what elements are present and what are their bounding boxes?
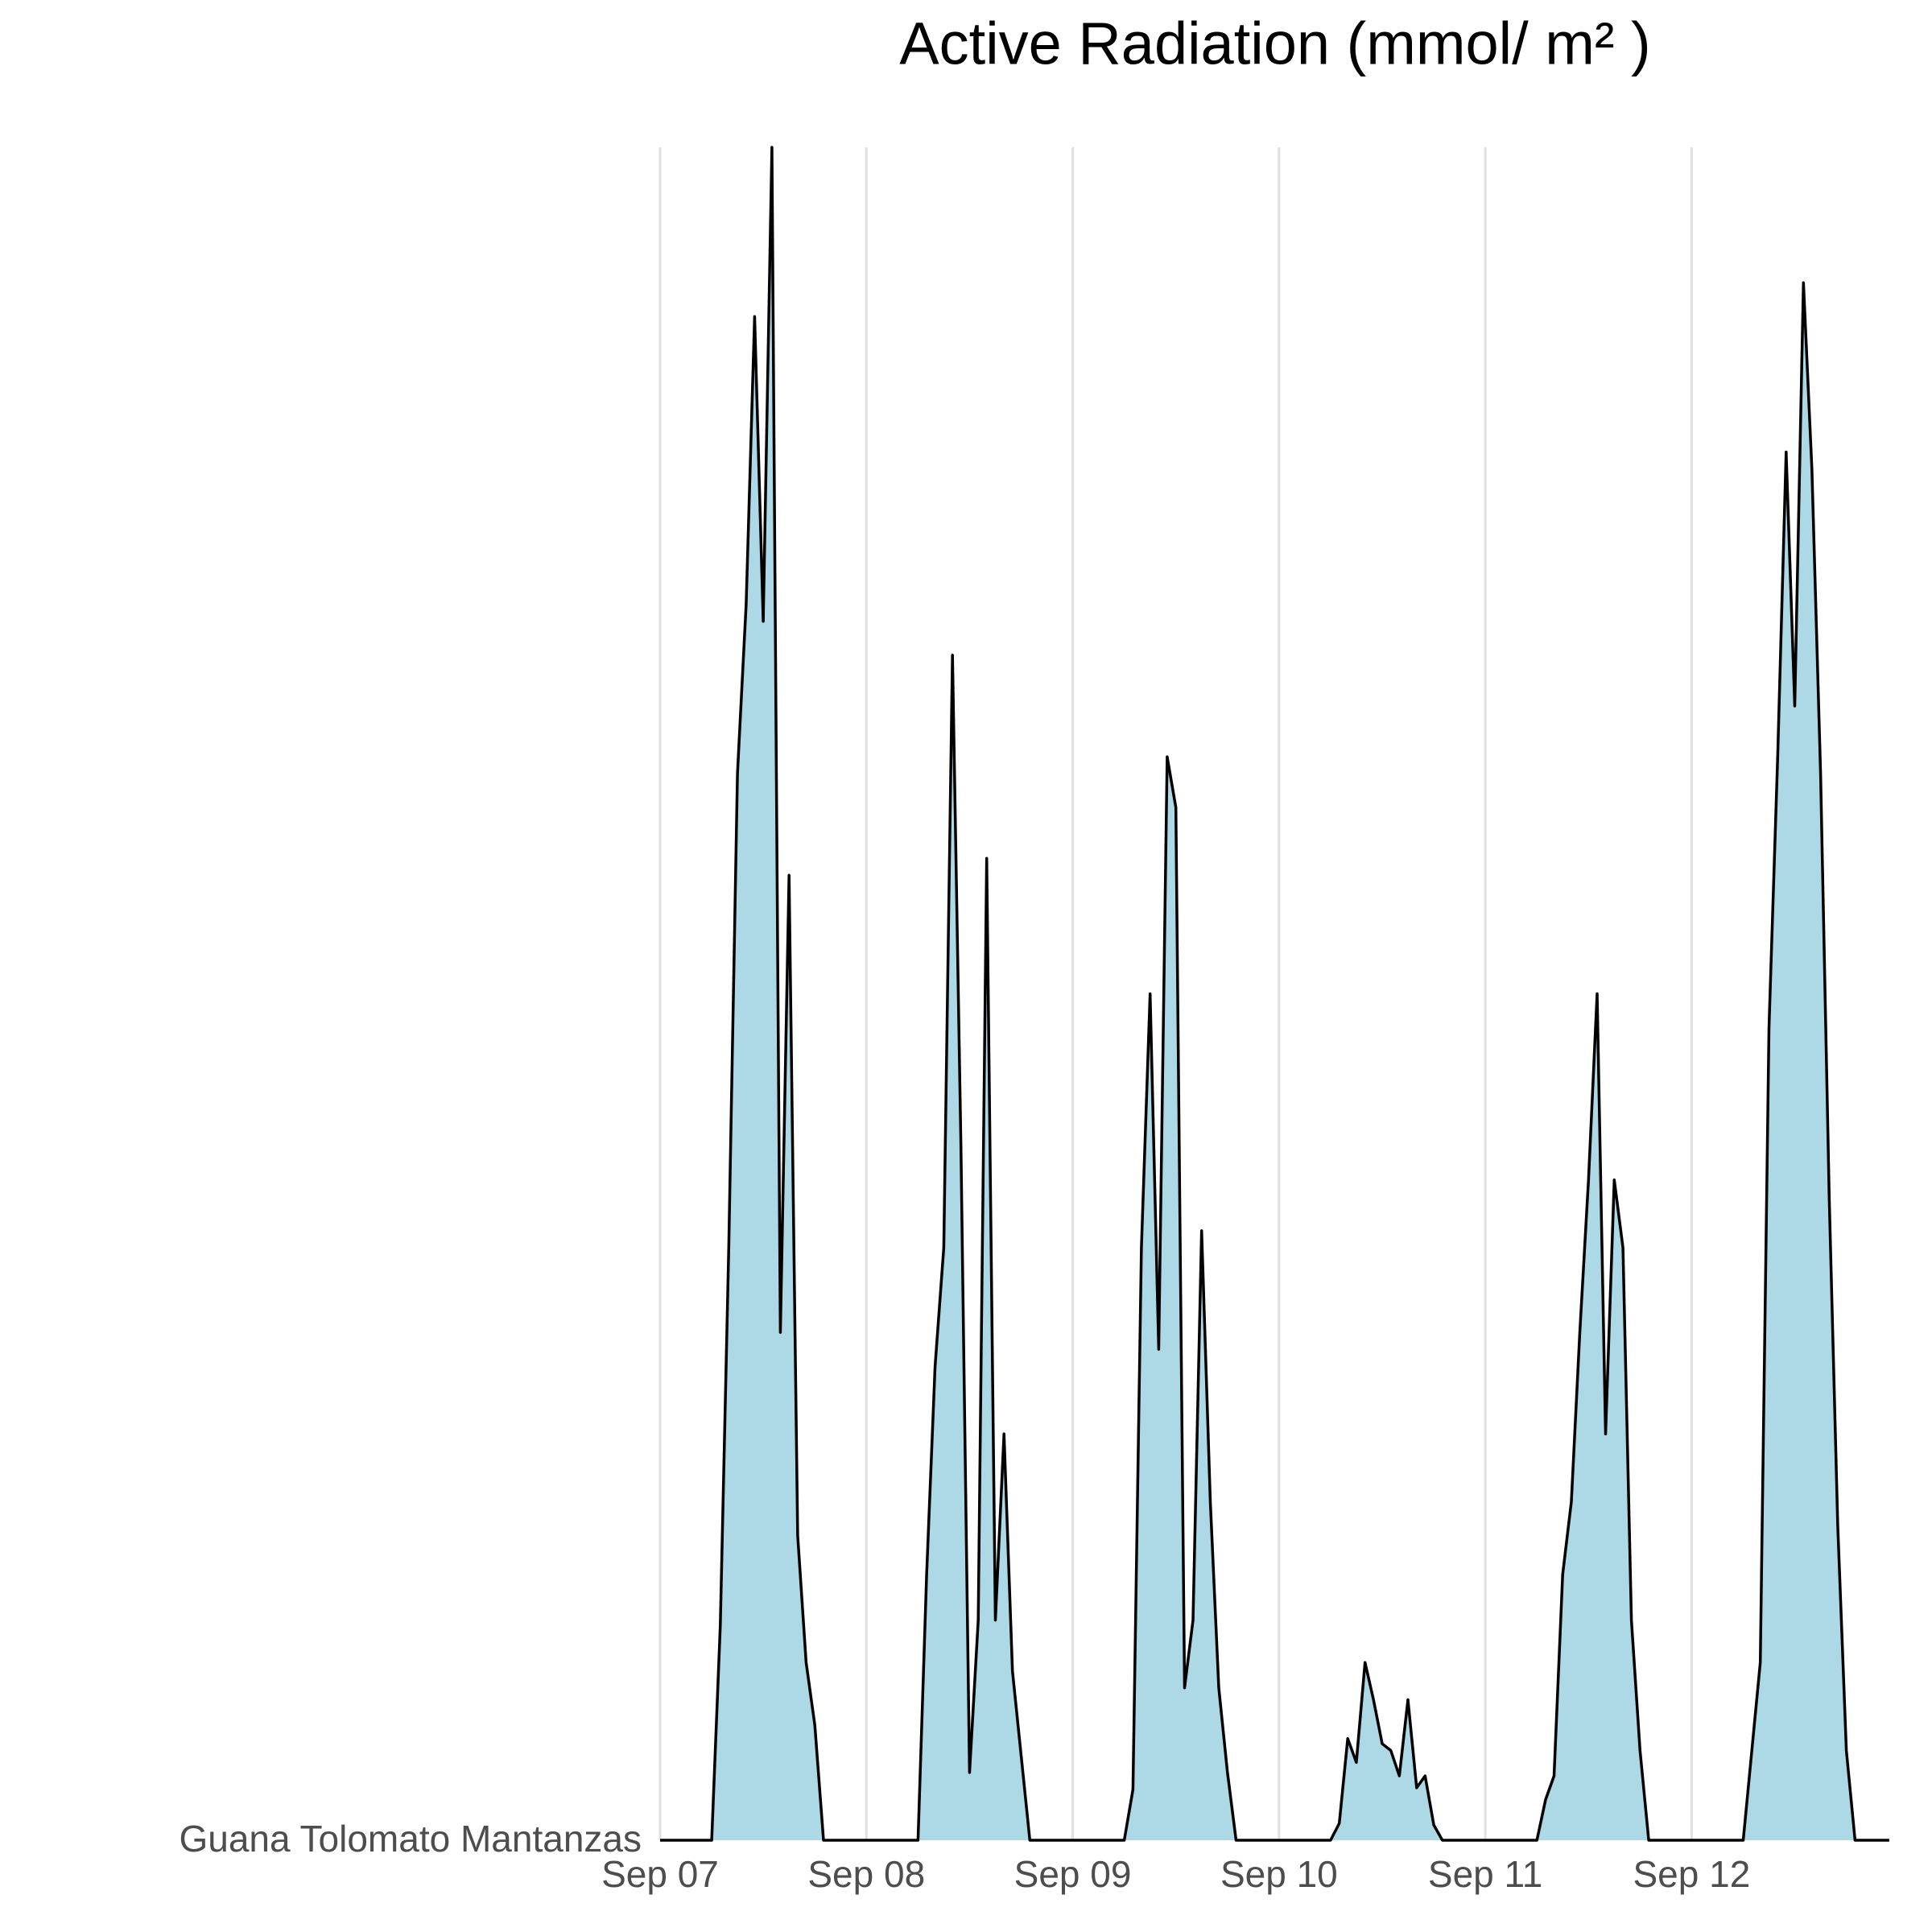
area-line: [660, 146, 1889, 1842]
x-tick-label: Sep 10: [1220, 1853, 1338, 1895]
x-tick-label: Sep 07: [601, 1853, 719, 1895]
area-fill: [660, 147, 1889, 1840]
category-label: Guana Tolomato Mantanzas: [179, 1818, 642, 1860]
x-tick-label: Sep 12: [1633, 1853, 1751, 1895]
chart-title: Active Radiation (mmol/ m² ): [899, 10, 1650, 77]
x-tick-label: Sep 08: [807, 1853, 925, 1895]
x-tick-label: Sep 11: [1428, 1853, 1542, 1895]
x-tick-label: Sep 09: [1014, 1853, 1132, 1895]
